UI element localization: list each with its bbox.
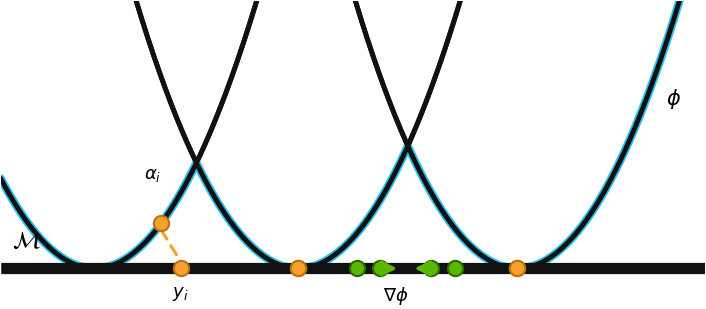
Text: $y_i$: $y_i$ <box>172 285 189 303</box>
Text: $\phi$: $\phi$ <box>666 87 681 111</box>
Text: $\mathcal{M}$: $\mathcal{M}$ <box>13 230 41 253</box>
Text: $\alpha_i$: $\alpha_i$ <box>144 166 161 184</box>
Text: $\nabla\phi$: $\nabla\phi$ <box>383 285 409 307</box>
